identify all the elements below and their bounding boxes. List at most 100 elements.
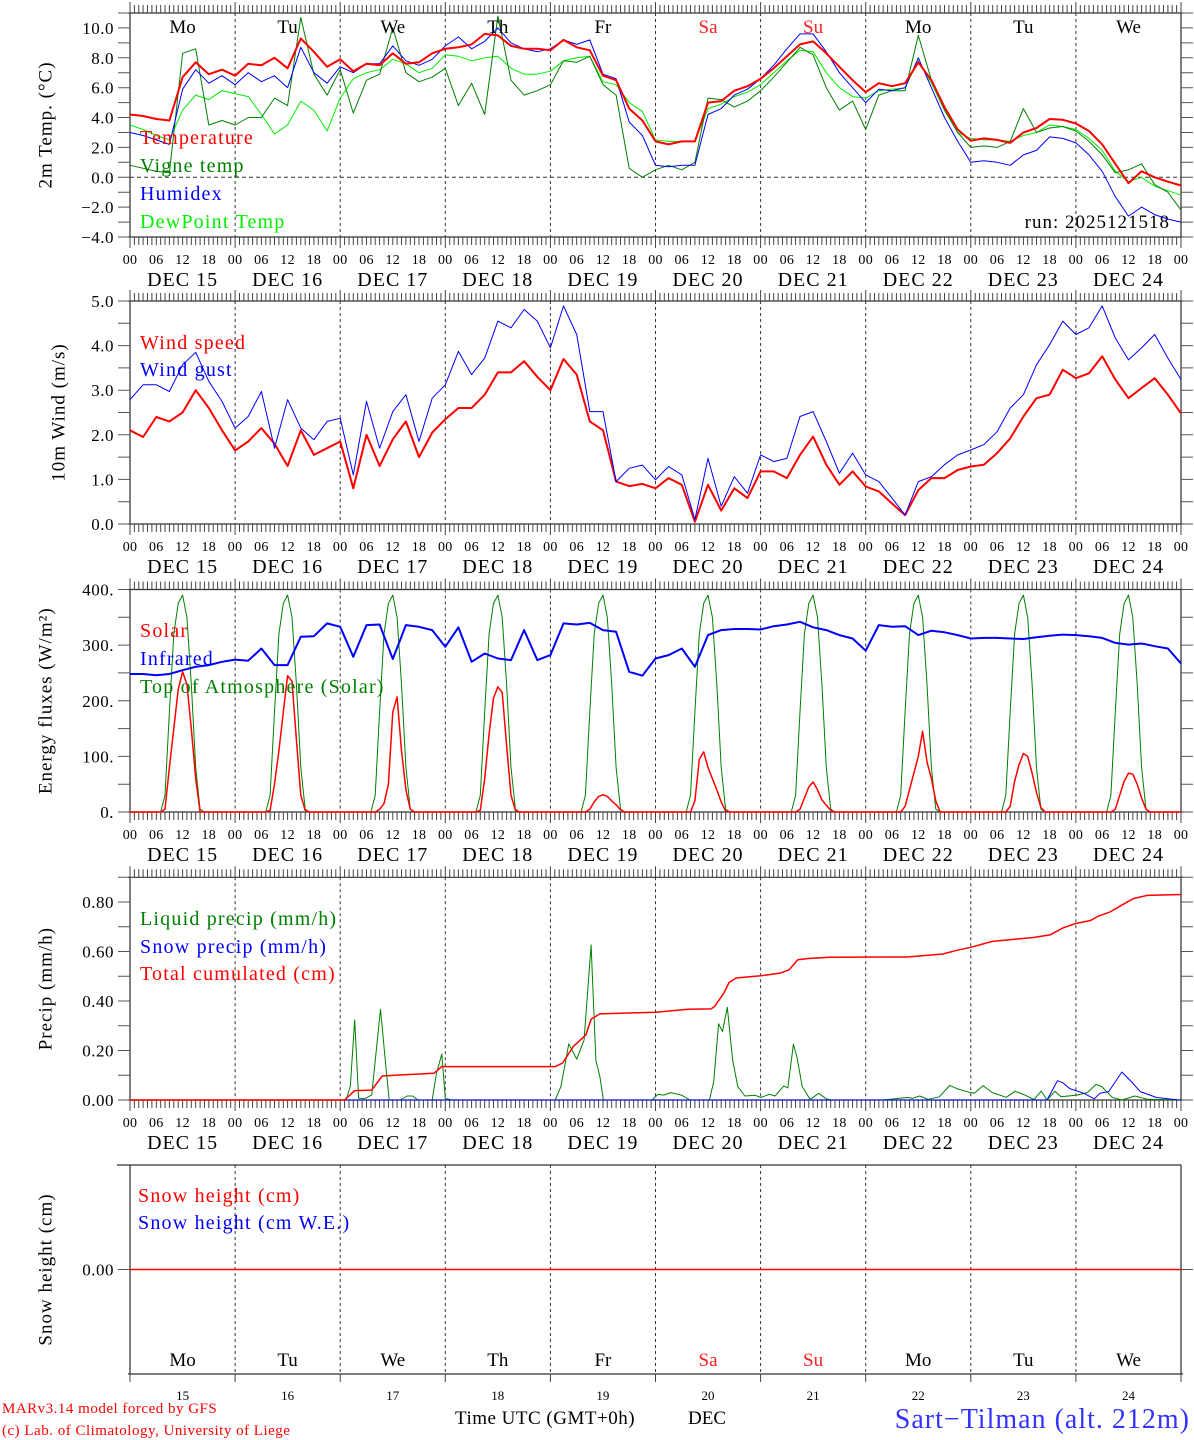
- x-tick-label: 06: [149, 253, 164, 268]
- x-tick-label: 00: [753, 253, 768, 268]
- legend-entry: Temperature: [140, 127, 254, 149]
- x-tick-label: 06: [990, 540, 1005, 555]
- x-tick-label: 00: [1069, 540, 1084, 555]
- date-label: DEC 16: [252, 556, 323, 578]
- date-label: DEC 22: [883, 269, 954, 291]
- x-tick-label: 00: [1069, 828, 1084, 843]
- x-tick-label: 00: [1174, 253, 1189, 268]
- date-label: DEC 21: [778, 844, 849, 866]
- x-tick-label: 00: [753, 540, 768, 555]
- x-tick-label: 12: [1016, 828, 1031, 843]
- x-tick-label: 18: [412, 828, 427, 843]
- weekday-label: Sa: [699, 17, 719, 38]
- date-label: DEC 19: [567, 844, 638, 866]
- y-ticks: [118, 300, 1193, 525]
- legend-entry: Vigne temp: [140, 155, 245, 177]
- x-tick-label: 00: [648, 540, 663, 555]
- time-ticks: [129, 578, 1182, 823]
- x-tick-label: 12: [1016, 253, 1031, 268]
- x-tick-label: 18: [832, 540, 847, 555]
- x-tick-label: 06: [569, 253, 584, 268]
- x-tick-label: 00: [123, 1116, 138, 1131]
- x-tick-label: 00: [963, 253, 978, 268]
- x-tick-label: 18: [307, 540, 322, 555]
- weekday-label: Tu: [277, 1350, 298, 1371]
- x-tick-label: 00: [543, 540, 558, 555]
- date-label: DEC 22: [883, 556, 954, 578]
- x-tick-label: 06: [1095, 1116, 1110, 1131]
- x-tick-label: 00: [858, 540, 873, 555]
- x-tick-label: 18: [201, 1116, 216, 1131]
- day-ticks: [129, 1374, 1182, 1382]
- x-tick-label: 18: [307, 253, 322, 268]
- precip-panel: 0.00 0.20 0.40 0.60 0.80 Precip (mm/h) Liquid …: [35, 866, 1193, 1154]
- legend-entry: Snow height (cm): [138, 1185, 301, 1207]
- date-label: DEC 24: [1093, 269, 1164, 291]
- x-tick-label: 06: [885, 253, 900, 268]
- legend-entry: Humidex: [140, 183, 223, 205]
- date-label: DEC 19: [567, 556, 638, 578]
- weekday-label: Th: [487, 1350, 509, 1371]
- x-tick-label: 06: [885, 828, 900, 843]
- date-label: DEC 18: [462, 556, 533, 578]
- x-tick-label: 18: [727, 1116, 742, 1131]
- x-tick-label: 06: [1095, 540, 1110, 555]
- date-label: DEC 22: [883, 1132, 954, 1154]
- footer-credit: (c) Lab. of Climatology, University of L…: [2, 1423, 290, 1439]
- x-tick-label: 12: [1121, 540, 1136, 555]
- y-ticks: [118, 12, 1193, 238]
- x-tick-label: 06: [359, 540, 374, 555]
- legend-entry: Snow precip (mm/h): [140, 936, 327, 958]
- legend-entry: Top of Atmosphere (Solar): [140, 676, 385, 698]
- x-tick-label: 06: [149, 1116, 164, 1131]
- series-line-total-cumulated-cm: [130, 893, 1181, 1101]
- x-tick-label: 12: [701, 253, 716, 268]
- x-tick-label: 06: [1095, 828, 1110, 843]
- x-tick-label: 06: [674, 1116, 689, 1131]
- series-line-temperature: [129, 32, 1182, 187]
- x-tick-label: 00: [648, 828, 663, 843]
- date-label: DEC 16: [252, 844, 323, 866]
- date-label: DEC 23: [988, 269, 1059, 291]
- x-tick-label: 00: [123, 540, 138, 555]
- date-label: DEC 17: [357, 844, 428, 866]
- day-number: 23: [1017, 1388, 1030, 1403]
- x-tick-label: 18: [727, 253, 742, 268]
- x-tick-label: 12: [385, 253, 400, 268]
- x-tick-label: 00: [438, 828, 453, 843]
- series-line-wind-gust: [129, 305, 1182, 520]
- x-tick-label: 18: [832, 1116, 847, 1131]
- x-tick-label: 12: [911, 1116, 926, 1131]
- y-tick-label: 0.20: [82, 1042, 114, 1061]
- x-tick-label: 06: [885, 1116, 900, 1131]
- x-tick-label: 00: [1069, 1116, 1084, 1131]
- y-axis-title: 10m Wind (m/s): [48, 343, 69, 482]
- y-tick-label: 300.: [82, 636, 114, 655]
- time-ticks: [129, 2, 1182, 248]
- x-tick-label: 12: [280, 828, 295, 843]
- date-label: DEC 18: [462, 1132, 533, 1154]
- date-label: DEC 24: [1093, 556, 1164, 578]
- x-tick-label: 12: [596, 828, 611, 843]
- x-tick-label: 18: [727, 828, 742, 843]
- x-tick-label: 06: [780, 253, 795, 268]
- x-tick-label: 18: [517, 828, 532, 843]
- x-tick-label: 18: [307, 1116, 322, 1131]
- date-label: DEC 19: [567, 269, 638, 291]
- x-tick-label: 18: [1147, 253, 1162, 268]
- x-tick-label: 12: [385, 828, 400, 843]
- x-tick-label: 06: [1095, 253, 1110, 268]
- weekday-label: Tu: [1013, 17, 1034, 38]
- legend-entry: DewPoint Temp: [140, 211, 286, 233]
- y-ticks: [118, 876, 1193, 1101]
- x-tick-label: 12: [1121, 253, 1136, 268]
- x-tick-label: 06: [569, 1116, 584, 1131]
- x-tick-label: 12: [491, 540, 506, 555]
- y-tick-label: 3.0: [91, 381, 114, 400]
- weekday-label: We: [380, 17, 405, 38]
- x-tick-label: 00: [753, 828, 768, 843]
- x-tick-label: 06: [990, 1116, 1005, 1131]
- x-tick-label: 06: [780, 1116, 795, 1131]
- x-tick-label: 06: [674, 828, 689, 843]
- x-tick-label: 12: [911, 253, 926, 268]
